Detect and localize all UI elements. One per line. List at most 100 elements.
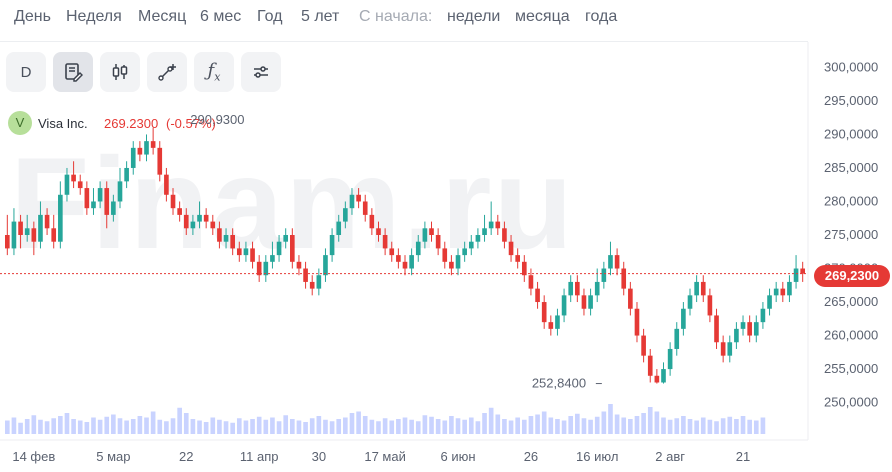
settings-sliders-icon — [254, 66, 268, 78]
candle-body — [170, 194, 176, 209]
instrument-price: 269.2300 — [104, 116, 159, 131]
candle-body — [468, 241, 474, 249]
candle-body — [561, 295, 567, 316]
timeframe-bar: День Неделя Месяц 6 мес Год 5 лет С нача… — [0, 0, 892, 36]
volume-bar — [541, 411, 547, 434]
volume-bar — [84, 422, 90, 434]
range-year[interactable]: Год — [257, 8, 283, 25]
candle-body — [164, 174, 169, 195]
volume-bar — [170, 418, 176, 434]
candle-body — [661, 369, 666, 383]
y-tick-label: 285,0000 — [824, 160, 878, 175]
candle-body — [18, 221, 23, 235]
volume-bar — [429, 416, 434, 434]
candle-body — [654, 375, 660, 383]
candle-body — [236, 248, 242, 256]
range-6-months[interactable]: 6 мес — [200, 8, 242, 25]
candle-body — [329, 235, 335, 256]
volume-bar — [64, 413, 70, 434]
volume-bar — [508, 420, 514, 434]
candle-body — [382, 235, 388, 249]
candlestick-icon — [112, 64, 128, 80]
candle-body — [734, 328, 739, 343]
candle-body — [508, 241, 514, 256]
volume-bar — [422, 415, 428, 434]
candle-body — [263, 261, 269, 276]
candle-body — [150, 141, 156, 148]
candle-body — [51, 228, 57, 242]
volume-bar — [753, 420, 759, 434]
candle-body — [714, 315, 719, 343]
candle-body — [488, 221, 494, 229]
volume-bar — [747, 419, 752, 434]
volume-bar — [283, 415, 289, 434]
candle-body — [197, 214, 202, 222]
volume-bar — [594, 416, 600, 434]
volume-bar — [4, 420, 10, 434]
volume-bar — [303, 422, 308, 434]
volume-bar — [24, 419, 30, 434]
since-month[interactable]: месяца — [515, 8, 570, 25]
volume-bar — [727, 416, 733, 434]
candle-body — [435, 235, 441, 249]
candle-body — [621, 268, 627, 289]
candle-body — [157, 147, 163, 175]
candle-body — [296, 261, 302, 269]
indicators-button[interactable]: ƒx — [194, 52, 234, 92]
chart-type-button[interactable] — [100, 52, 140, 92]
low-price-annotation: 252,8400 — [532, 376, 586, 391]
range-day[interactable]: День — [14, 8, 51, 25]
x-tick-label: 2 авг — [655, 449, 685, 464]
volume-bar — [687, 419, 693, 434]
drawing-tools-button[interactable] — [53, 52, 93, 92]
since-week[interactable]: недели — [447, 8, 501, 25]
line-tool-button[interactable] — [147, 52, 187, 92]
chart-settings-button[interactable] — [241, 52, 281, 92]
candle-body — [31, 228, 37, 242]
candle-body — [773, 288, 779, 296]
candle-body — [130, 147, 136, 168]
volume-bar — [250, 419, 255, 434]
y-tick-label: 250,0000 — [824, 395, 878, 410]
candle-body — [687, 295, 693, 309]
candle-body — [628, 288, 633, 309]
volume-bar — [495, 414, 501, 434]
volume-bar — [614, 414, 620, 434]
volume-bar — [316, 416, 322, 434]
drawing-tools-icon — [65, 63, 83, 82]
candle-body — [190, 221, 196, 229]
range-month[interactable]: Месяц — [138, 8, 187, 25]
volume-bar — [575, 413, 580, 434]
candle-body — [44, 214, 50, 229]
volume-bar — [674, 418, 680, 434]
volume-bar — [276, 421, 282, 434]
volume-bar — [409, 419, 414, 434]
volume-bar — [210, 417, 216, 434]
candle-body — [700, 281, 706, 296]
volume-bar — [396, 419, 401, 434]
volume-bar — [137, 416, 143, 434]
range-5-years[interactable]: 5 лет — [301, 8, 340, 25]
candle-body — [747, 322, 752, 336]
candle-body — [203, 214, 209, 222]
since-year[interactable]: года — [585, 8, 618, 25]
volume-bar — [435, 419, 441, 434]
volume-bar — [124, 420, 129, 434]
volume-bar — [376, 421, 381, 434]
volume-bar — [528, 416, 534, 434]
candle-body — [634, 308, 640, 336]
interval-button[interactable]: D — [6, 52, 46, 92]
volume-bar — [349, 413, 355, 434]
candle-body — [243, 248, 249, 256]
y-tick-label: 265,0000 — [824, 294, 878, 309]
candle-body — [535, 288, 540, 303]
candle-body — [594, 281, 600, 296]
range-week[interactable]: Неделя — [66, 8, 122, 25]
volume-bar — [389, 420, 395, 434]
volume-bar — [183, 413, 189, 434]
candle-body — [667, 348, 673, 370]
candle-body — [402, 261, 408, 269]
candle-body — [720, 342, 726, 356]
candle-body — [183, 214, 189, 229]
